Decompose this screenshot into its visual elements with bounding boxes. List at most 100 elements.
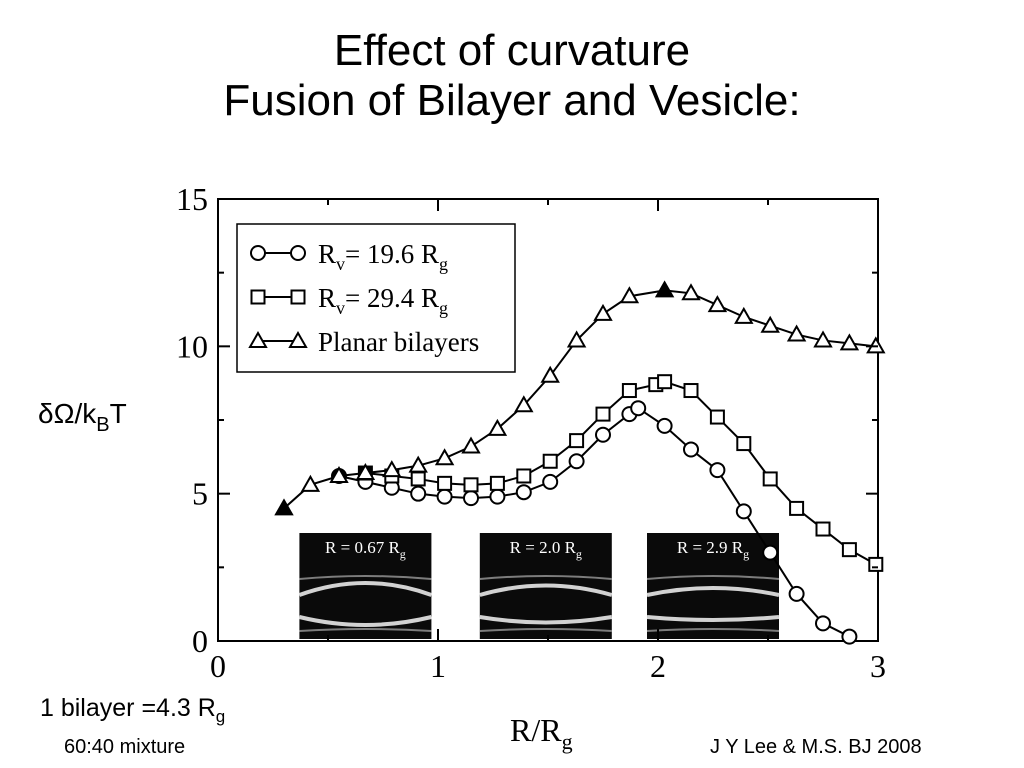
data-point <box>515 484 532 501</box>
series-line <box>365 380 877 566</box>
legend-marker <box>248 330 268 348</box>
bilayer-note-main: 1 bilayer =4.3 R <box>40 694 216 722</box>
data-point <box>595 426 611 443</box>
data-point <box>736 436 752 452</box>
data-point <box>621 383 637 399</box>
data-point <box>569 433 585 449</box>
legend-marker <box>250 245 266 261</box>
legend: Rv= 19.6 Rg Rv= 29.4 Rg Planar bilayers <box>236 223 516 373</box>
data-point <box>656 417 673 434</box>
x-tick-label: 2 <box>650 648 666 684</box>
data-point <box>683 383 699 399</box>
inset-label: R = 2.9 Rg <box>677 538 749 561</box>
inset-image: R = 0.67 Rg <box>298 533 433 639</box>
data-point <box>734 306 754 324</box>
data-point <box>463 490 479 507</box>
y-tick-label: 0 <box>192 623 208 659</box>
data-point <box>355 463 376 481</box>
data-point <box>760 315 780 333</box>
series-triangle <box>274 280 886 516</box>
legend-marker <box>290 245 306 261</box>
y-tick-label: 5 <box>192 476 208 512</box>
inset-membrane-bottom <box>479 628 612 632</box>
slide-title: Effect of curvature Fusion of Bilayer an… <box>0 26 1024 126</box>
inset-label: R = 0.67 Rg <box>325 538 406 561</box>
data-point <box>436 488 453 505</box>
data-point <box>839 333 860 351</box>
y-tick-label: 10 <box>176 328 208 364</box>
data-point <box>595 406 611 422</box>
data-point <box>593 303 613 321</box>
x-tick-label: 0 <box>210 648 226 684</box>
data-point <box>489 475 505 491</box>
data-point <box>514 395 534 413</box>
y-axis-label: δΩ/kBT <box>38 398 127 437</box>
data-point <box>463 477 479 493</box>
data-point <box>568 453 585 470</box>
data-point <box>841 628 858 645</box>
bilayer-note-sub: g <box>215 707 226 726</box>
series-layer <box>274 280 886 645</box>
data-point <box>654 280 675 298</box>
data-point <box>735 503 752 520</box>
y-axis-label-tail: T <box>109 398 127 429</box>
data-point <box>410 485 427 502</box>
data-point <box>657 374 673 390</box>
legend-marker <box>250 289 266 305</box>
inset-membrane-top <box>299 575 432 580</box>
data-point <box>461 436 481 454</box>
y-axis-label-main: δΩ/k <box>38 398 97 429</box>
legend-label: Rv= 29.4 Rg <box>318 283 448 318</box>
data-point <box>542 453 558 469</box>
inset-membrane-lower <box>646 615 780 622</box>
x-tick-label: 1 <box>430 648 446 684</box>
inset-image: R = 2.9 Rg <box>646 533 780 639</box>
data-point <box>707 295 728 313</box>
data-point <box>762 544 779 561</box>
axis-ticks: 0 1 2 3 0 5 10 15 <box>176 181 886 684</box>
data-point <box>566 330 587 348</box>
data-point <box>789 500 805 516</box>
data-point <box>487 418 508 436</box>
data-point <box>815 521 831 537</box>
x-axis-label-main: R/R <box>510 712 562 748</box>
series-square <box>357 374 884 572</box>
legend-label: Planar bilayers <box>318 327 479 357</box>
data-point <box>681 283 701 301</box>
title-line-1: Effect of curvature <box>333 26 691 75</box>
legend-marker <box>288 330 308 348</box>
inset-image: R = 2.0 Rg <box>479 533 613 639</box>
inset-membrane-lower <box>479 615 613 625</box>
data-point <box>434 448 455 466</box>
data-point <box>274 498 294 516</box>
mixture-note: 60:40 mixture <box>64 736 186 758</box>
data-point <box>382 460 402 478</box>
data-point <box>329 465 349 483</box>
data-point <box>683 441 699 458</box>
inset-membrane-bottom <box>299 628 432 632</box>
data-point <box>630 400 647 417</box>
x-axis-label: R/Rg <box>510 712 573 755</box>
data-point <box>709 409 725 425</box>
y-axis-label-sub: B <box>96 414 110 436</box>
inset-membrane-top <box>646 575 780 580</box>
inset-membrane-upper <box>298 581 433 597</box>
x-tick-label: 3 <box>870 648 886 684</box>
data-point <box>762 471 778 487</box>
data-point <box>815 615 831 632</box>
data-point <box>408 455 428 473</box>
inset-membrane-bottom <box>646 628 780 632</box>
bilayer-note: 1 bilayer =4.3 Rg <box>40 694 225 727</box>
data-point <box>619 286 640 304</box>
data-point <box>540 365 560 383</box>
insets-layer: R = 0.67 Rg R = 2.0 Rg R = 2.9 Rg <box>298 533 780 639</box>
credit-note: J Y Lee & M.S. BJ 2008 <box>710 736 922 758</box>
data-point <box>841 542 857 558</box>
data-point <box>437 475 453 491</box>
title-line-2: Fusion of Bilayer and Vesicle: <box>223 76 801 125</box>
data-point <box>709 462 726 479</box>
x-axis-label-sub: g <box>561 729 573 754</box>
legend-marker <box>290 289 306 305</box>
data-point <box>786 324 807 342</box>
